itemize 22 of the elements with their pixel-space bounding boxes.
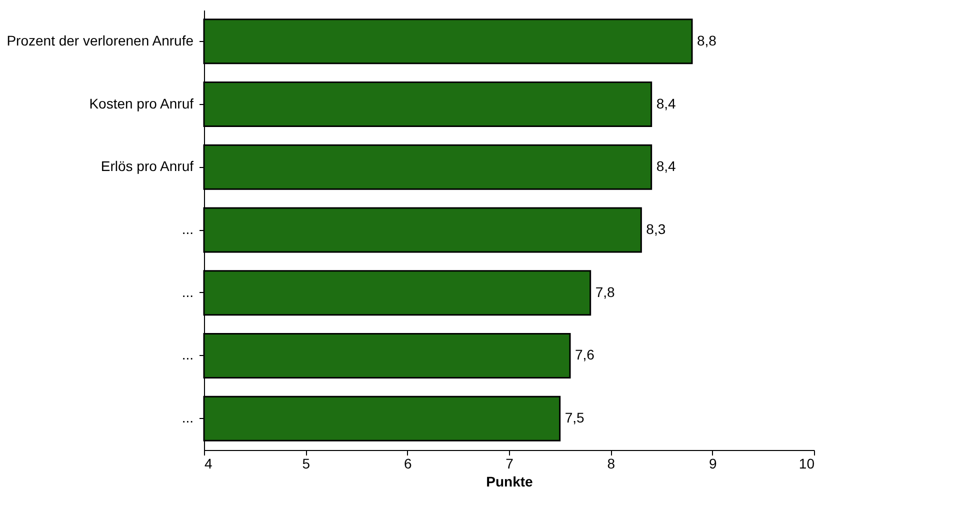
x-tick-label: 4 (204, 456, 212, 472)
data-label: 8,4 (656, 158, 676, 174)
y-tick-label: ... (182, 346, 194, 363)
data-label: 7,5 (564, 410, 585, 426)
data-label: 8,4 (656, 95, 676, 112)
x-tick-label: 7 (506, 456, 514, 472)
y-tick-label: ... (182, 410, 194, 426)
x-tick-label: 8 (607, 456, 616, 472)
y-tick-label: ... (182, 221, 194, 237)
y-tick-label: Kosten pro Anruf (89, 95, 194, 112)
data-label: 8,3 (646, 221, 666, 237)
x-tick-label: 10 (798, 456, 815, 472)
x-tick-label: 6 (404, 456, 412, 472)
y-tick-label: ... (182, 284, 194, 300)
x-tick-label: 9 (708, 456, 717, 472)
data-label: 8,8 (697, 32, 717, 48)
x-tick-label: 5 (302, 456, 310, 472)
y-tick-label: Erlös pro Anruf (100, 158, 194, 174)
data-label: 7,8 (595, 284, 616, 300)
data-label: 7,6 (575, 346, 595, 363)
y-tick-label: Prozent der verlorenen Anrufe (6, 32, 194, 48)
x-axis-title: Punkte (486, 474, 534, 490)
